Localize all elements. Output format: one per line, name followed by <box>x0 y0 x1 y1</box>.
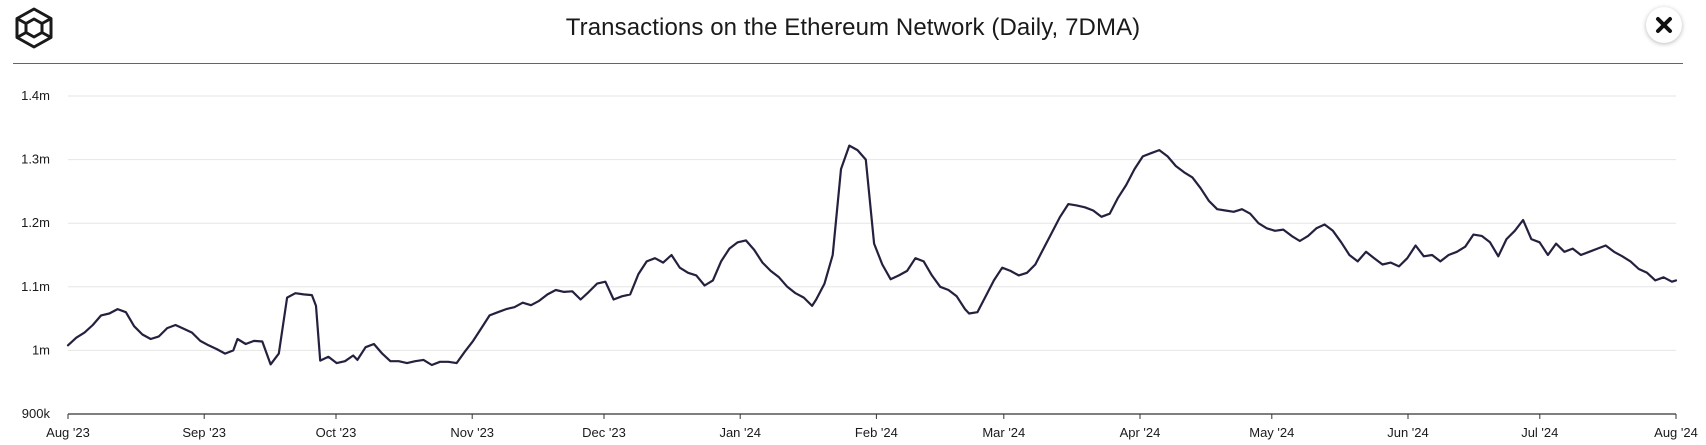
y-tick-label: 1.3m <box>21 152 50 167</box>
close-button[interactable] <box>1646 7 1682 43</box>
y-tick-label: 900k <box>22 406 51 421</box>
x-axis-labels: Aug '23 Sep '23 Oct '23 Nov '23 Dec '23 Jan '… <box>46 414 1698 440</box>
y-tick-label: 1.1m <box>21 279 50 294</box>
x-tick-label: Oct '23 <box>316 425 357 440</box>
x-tick-label: May '24 <box>1249 425 1294 440</box>
y-tick-label: 1.4m <box>21 88 50 103</box>
x-tick-label: Aug '23 <box>46 425 90 440</box>
x-tick-label: Jul '24 <box>1521 425 1558 440</box>
x-tick-label: Dec '23 <box>582 425 626 440</box>
x-tick-label: Nov '23 <box>450 425 494 440</box>
y-axis-labels: 900k 1m 1.1m 1.2m 1.3m 1.4m <box>21 88 50 421</box>
chart-header: Transactions on the Ethereum Network (Da… <box>0 0 1706 64</box>
grid-lines <box>68 95 1676 351</box>
cube-logo-icon <box>12 6 56 50</box>
x-tick-label: Feb '24 <box>855 425 898 440</box>
series-line[interactable] <box>66 144 1678 367</box>
y-tick-label: 1.2m <box>21 215 50 230</box>
close-icon <box>1656 17 1672 33</box>
x-tick-label: Jan '24 <box>719 425 761 440</box>
header-divider <box>13 63 1683 64</box>
x-tick-label: Sep '23 <box>182 425 226 440</box>
y-tick-label: 1m <box>32 342 50 357</box>
chart-title: Transactions on the Ethereum Network (Da… <box>565 14 1141 41</box>
x-tick-label: Mar '24 <box>982 425 1025 440</box>
x-tick-label: Jun '24 <box>1387 425 1429 440</box>
line-chart: 900k 1m 1.1m 1.2m 1.3m 1.4m Aug '23 Sep '23 Oct… <box>21 88 1698 440</box>
x-tick-label: Apr '24 <box>1120 425 1161 440</box>
x-tick-label: Aug '24 <box>1654 425 1698 440</box>
